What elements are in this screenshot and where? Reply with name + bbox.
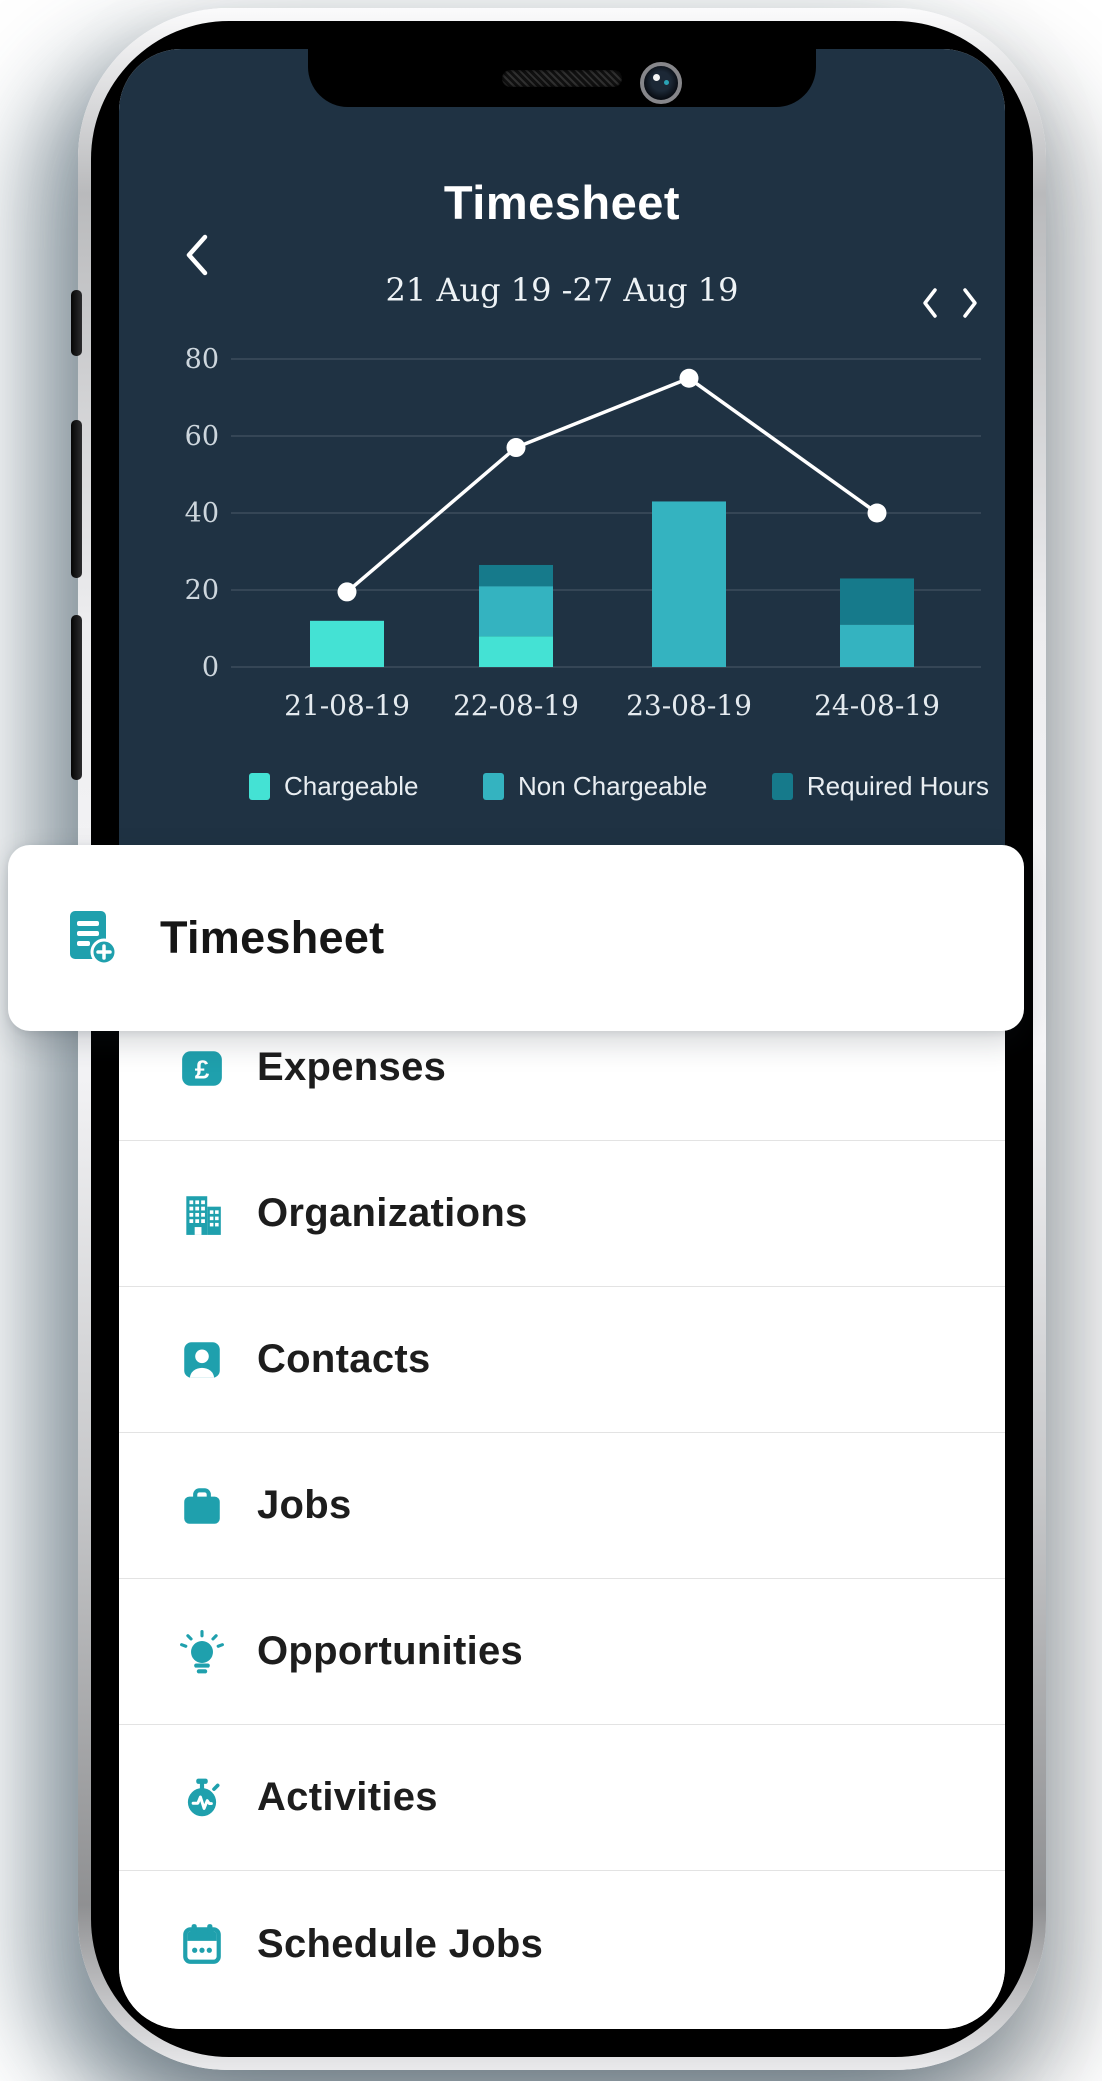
chart-legend: Chargeable Non Chargeable Required Hours xyxy=(249,771,989,802)
phone-screen: Timesheet 21 Aug 19 -27 Aug 19 0 20 40 60 80… xyxy=(119,49,1005,2029)
menu-item-label: Schedule Jobs xyxy=(257,1921,544,1966)
menu-item-label: Contacts xyxy=(257,1337,431,1381)
menu-item-jobs[interactable]: Jobs xyxy=(119,1433,1005,1579)
trend-point xyxy=(679,368,699,388)
menu-item-schedule-jobs[interactable]: Schedule Jobs xyxy=(119,1871,1005,2017)
building-icon xyxy=(179,1191,225,1237)
front-camera-icon xyxy=(640,62,682,104)
bar-segment xyxy=(840,624,914,667)
phone-bezel: Timesheet 21 Aug 19 -27 Aug 19 0 20 40 60 80… xyxy=(91,21,1033,2057)
back-button[interactable] xyxy=(177,229,217,281)
y-tick-label: 0 xyxy=(202,652,219,683)
x-tick-label: 21-08-19 xyxy=(284,689,410,722)
menu-item-label: Opportunities xyxy=(257,1629,524,1673)
mute-switch xyxy=(71,290,82,356)
svg-text:£: £ xyxy=(195,1054,210,1084)
calendar-icon xyxy=(179,1921,225,1967)
speaker-grille-icon xyxy=(502,70,622,87)
menu-item-opportunities[interactable]: Opportunities xyxy=(119,1579,1005,1725)
date-range: 21 Aug 19 -27 Aug 19 xyxy=(385,271,739,309)
legend-swatch xyxy=(771,773,793,800)
briefcase-icon xyxy=(179,1483,225,1529)
page-title: Timesheet xyxy=(443,176,681,229)
y-tick-label: 20 xyxy=(185,575,219,606)
menu-item-timesheet-card[interactable]: Timesheet xyxy=(8,845,1024,1031)
phone-mockup: Timesheet 21 Aug 19 -27 Aug 19 0 20 40 60 80… xyxy=(71,8,1046,2070)
menu-item-label: Jobs xyxy=(257,1483,352,1527)
menu-item-organizations[interactable]: Organizations xyxy=(119,1141,1005,1287)
timesheet-header: Timesheet 21 Aug 19 -27 Aug 19 0 20 40 60 80… xyxy=(119,49,1005,855)
menu-sheet: £ Expenses Organizations Contacts Jobs O… xyxy=(119,849,1005,2029)
x-tick-label: 22-08-19 xyxy=(453,689,579,722)
menu-item-contacts[interactable]: Contacts xyxy=(119,1287,1005,1433)
legend-item-non-chargeable: Non Chargeable xyxy=(482,771,708,802)
featured-label: Timesheet xyxy=(160,912,385,963)
volume-up-button xyxy=(71,420,82,578)
y-tick-label: 60 xyxy=(185,421,219,452)
volume-down-button xyxy=(71,615,82,780)
y-tick-label: 40 xyxy=(185,498,219,529)
hours-chart: 0 20 40 60 80 21-08-19 22-08-19 23-08-19 24-08-1… xyxy=(185,344,981,722)
trend-point xyxy=(506,438,526,458)
legend-item-required-hours: Required Hours xyxy=(771,771,989,802)
x-tick-label: 24-08-19 xyxy=(814,689,940,722)
bar-segment xyxy=(310,620,384,667)
menu-item-expenses[interactable]: £ Expenses xyxy=(119,995,1005,1141)
legend-label: Non Chargeable xyxy=(517,771,708,801)
menu-item-label: Activities xyxy=(257,1775,438,1819)
menu-item-label: Expenses xyxy=(257,1045,447,1089)
trend-line xyxy=(345,376,879,594)
week-nav xyxy=(921,287,979,319)
prev-week-button[interactable] xyxy=(921,287,939,319)
notch xyxy=(308,49,816,107)
bar-segment xyxy=(479,636,553,667)
stopwatch-icon xyxy=(179,1775,225,1821)
bar-segment xyxy=(840,578,914,625)
bar-segment xyxy=(479,564,553,587)
timesheet-add-icon xyxy=(60,906,124,970)
legend-label: Required Hours xyxy=(806,771,989,801)
bar-segment xyxy=(652,501,726,667)
x-tick-label: 23-08-19 xyxy=(626,689,752,722)
menu-item-activities[interactable]: Activities xyxy=(119,1725,1005,1871)
y-tick-label: 80 xyxy=(185,344,219,375)
chevron-left-icon xyxy=(186,234,208,276)
bar-segment xyxy=(479,586,553,637)
legend-label: Chargeable xyxy=(284,771,419,801)
lightbulb-icon xyxy=(179,1629,225,1675)
menu-item-label: Organizations xyxy=(257,1191,528,1235)
pound-icon: £ xyxy=(179,1045,225,1091)
legend-swatch xyxy=(249,773,270,800)
next-week-button[interactable] xyxy=(961,287,979,319)
contact-icon xyxy=(179,1337,225,1383)
legend-swatch xyxy=(482,773,504,800)
legend-item-chargeable: Chargeable xyxy=(249,771,418,802)
trend-point xyxy=(337,582,357,602)
trend-point xyxy=(867,503,887,523)
